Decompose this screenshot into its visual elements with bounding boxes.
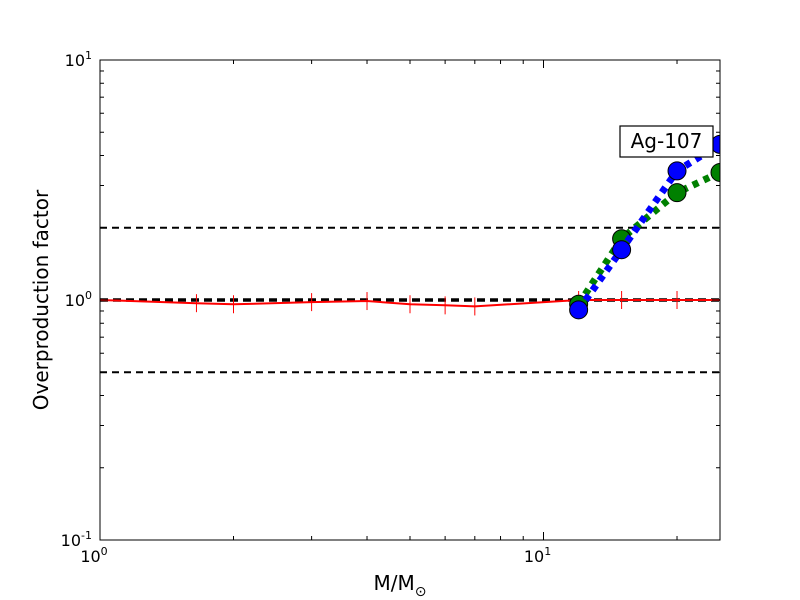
reference-lines <box>100 226 720 374</box>
x-tick-label: 100 <box>80 545 107 566</box>
y-tick-label: 101 <box>65 49 92 70</box>
series-line-1 <box>575 169 720 307</box>
x-tick-exponent: 1 <box>544 545 551 558</box>
series-2-point <box>569 300 589 320</box>
annotation-label: Ag-107 <box>631 129 703 153</box>
series-1-point <box>710 162 720 182</box>
annotation-box: Ag-107 <box>619 125 714 158</box>
series-line-2 <box>575 141 720 312</box>
series-line-0 <box>100 299 720 308</box>
axis-ticks <box>99 59 720 541</box>
series-2-point <box>667 161 687 181</box>
y-tick-exponent: 0 <box>85 289 92 302</box>
x-tick-label: 101 <box>524 545 551 566</box>
series-1-point <box>667 183 687 203</box>
y-axis-label: Overproduction factor <box>29 189 53 410</box>
x-tick-exponent: 0 <box>101 545 108 558</box>
x-axis-label: M/M⊙ <box>374 571 427 600</box>
x-axis-label-main: M/M <box>374 571 415 595</box>
y-tick-exponent: -1 <box>81 529 92 542</box>
y-tick-exponent: 1 <box>85 49 92 62</box>
series-2-point <box>612 240 632 260</box>
y-tick-label: 100 <box>65 289 92 310</box>
x-axis-label-subscript: ⊙ <box>415 584 427 600</box>
